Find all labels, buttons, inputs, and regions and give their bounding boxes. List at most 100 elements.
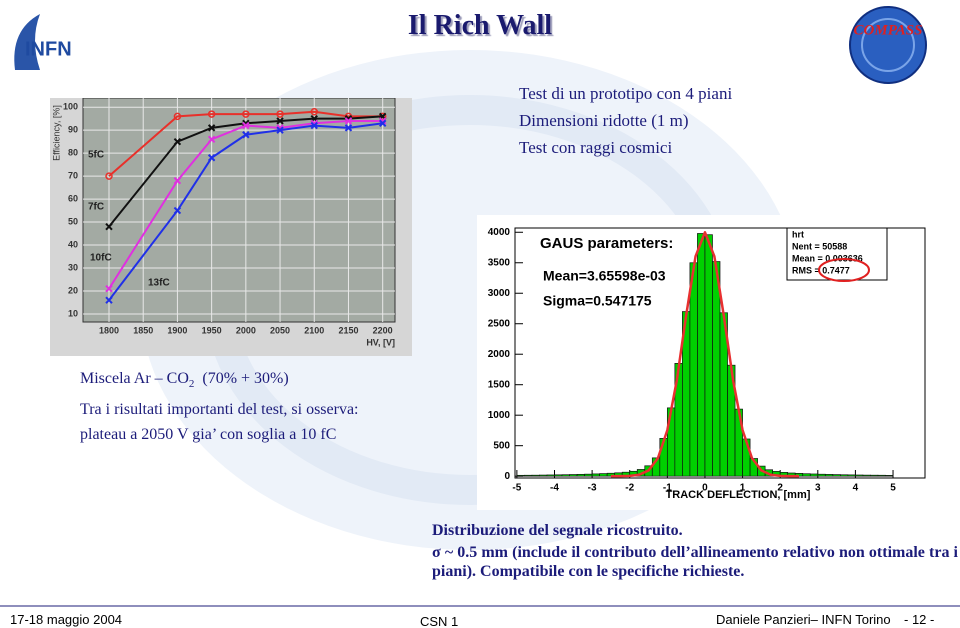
- x-tick-label: 2000: [236, 325, 256, 335]
- bar: [862, 474, 871, 477]
- y-tick-label: 10: [68, 308, 78, 318]
- point: [310, 121, 318, 130]
- x-tick-label: -5: [512, 483, 521, 494]
- intro-line: Dimensioni ridotte (1 m): [519, 111, 689, 130]
- y-axis-title: Efficiency, [%]: [51, 105, 61, 161]
- x-tick-label: 1: [740, 483, 746, 494]
- bar: [516, 474, 525, 477]
- fit-line: [610, 231, 799, 478]
- point: [207, 154, 216, 162]
- stats-box: [786, 227, 888, 281]
- point: [276, 126, 284, 134]
- caption: Distribuzione del segnale ricostruito. σ…: [432, 521, 958, 581]
- y-tick-label: 70: [68, 170, 78, 180]
- bar: [809, 473, 819, 477]
- series-line: [108, 110, 383, 177]
- x-tick-label: 5: [890, 483, 896, 494]
- y-tick-label: 2500: [488, 318, 511, 329]
- stats-line: hrt: [792, 229, 804, 239]
- y-tick-label: 50: [68, 216, 78, 226]
- point: [173, 112, 182, 121]
- y-tick-label: 30: [68, 262, 78, 272]
- series-label: 13fC: [148, 278, 170, 289]
- x-tick-label: -1: [663, 483, 672, 494]
- y-tick-label: 1000: [488, 410, 511, 421]
- note: Tra i risultati importanti del test, si …: [80, 401, 359, 419]
- point: [242, 121, 250, 130]
- bar: [817, 473, 826, 477]
- y-tick-label: 2000: [488, 349, 511, 360]
- bar: [599, 473, 608, 477]
- notes: Miscela Ar – CO2 (70% + 30%) Tra i risul…: [80, 366, 359, 447]
- x-tick-label: 1900: [167, 325, 187, 335]
- y-tick-label: 80: [68, 148, 78, 158]
- annotation: GAUS parameters:: [540, 235, 673, 252]
- footer-session: CSN 1: [420, 614, 459, 628]
- gas-mix: (70% + 30%): [202, 370, 289, 387]
- series-line: [108, 115, 383, 228]
- bar: [877, 474, 886, 477]
- gas-line: Miscela Ar – CO2 (70% + 30%): [80, 366, 359, 397]
- x-tick-label: -4: [550, 483, 559, 494]
- bar: [885, 475, 894, 477]
- point: [344, 117, 353, 125]
- point: [276, 117, 284, 125]
- annotation: Sigma=0.547175: [543, 293, 652, 309]
- x-tick-label: 1850: [133, 325, 153, 335]
- stats-line: Nent = 50588: [792, 241, 847, 251]
- y-tick-label: 40: [68, 239, 78, 249]
- x-axis-title: HV, [V]: [366, 337, 395, 347]
- point: [173, 137, 182, 146]
- note: plateau a 2050 V gia’ con soglia a 10 fC: [80, 426, 337, 444]
- highlight: [818, 258, 870, 282]
- bar: [712, 261, 721, 477]
- x-tick-label: 0: [702, 483, 708, 494]
- bar: [704, 234, 713, 477]
- series-line: [108, 119, 383, 290]
- series-label: 5fC: [88, 150, 104, 161]
- bar: [591, 473, 600, 477]
- bar: [524, 474, 533, 477]
- y-tick-label: 60: [68, 193, 78, 203]
- y-tick-label: 1500: [488, 379, 511, 390]
- x-tick-label: 1950: [202, 325, 222, 335]
- point: [242, 131, 250, 139]
- x-axis-title: TRACK DEFLECTION, [mm]: [666, 489, 811, 501]
- x-tick-label: 2100: [304, 325, 324, 335]
- point: [207, 110, 216, 118]
- logo-left: INFN: [25, 38, 72, 60]
- bar: [561, 474, 570, 477]
- x-tick-label: 2150: [338, 325, 358, 335]
- x-tick-label: 4: [853, 483, 859, 494]
- point: [105, 222, 113, 231]
- x-tick-label: 3: [815, 483, 821, 494]
- series-line: [108, 122, 383, 301]
- x-tick-label: 2200: [373, 325, 393, 335]
- point: [105, 296, 113, 304]
- bar: [584, 473, 593, 477]
- x-tick-label: 2050: [270, 325, 290, 335]
- point: [276, 110, 284, 118]
- logo-right: COMPASS: [854, 22, 923, 38]
- bar: [824, 474, 834, 477]
- bar: [840, 474, 849, 477]
- footer-page: - 12 -: [904, 612, 935, 627]
- series-label: 7fC: [88, 202, 104, 213]
- series-label: 10fC: [90, 253, 112, 264]
- point: [173, 177, 182, 185]
- logo-mark: [14, 14, 41, 70]
- intro-line: Test di un prototipo con 4 piani: [519, 84, 733, 103]
- bar: [870, 474, 879, 477]
- bar: [689, 262, 698, 477]
- y-tick-label: 4000: [488, 227, 511, 238]
- caption-title: Distribuzione del segnale ricostruito.: [432, 522, 683, 539]
- point: [378, 119, 387, 127]
- y-tick-label: 0: [504, 471, 510, 482]
- bar: [697, 233, 706, 477]
- gas-label: Miscela Ar – CO: [80, 370, 189, 387]
- intro-line: Test con raggi cosmici: [519, 138, 673, 157]
- y-tick-label: 500: [493, 440, 510, 451]
- point: [207, 135, 216, 144]
- y-tick-label: 3000: [488, 288, 511, 299]
